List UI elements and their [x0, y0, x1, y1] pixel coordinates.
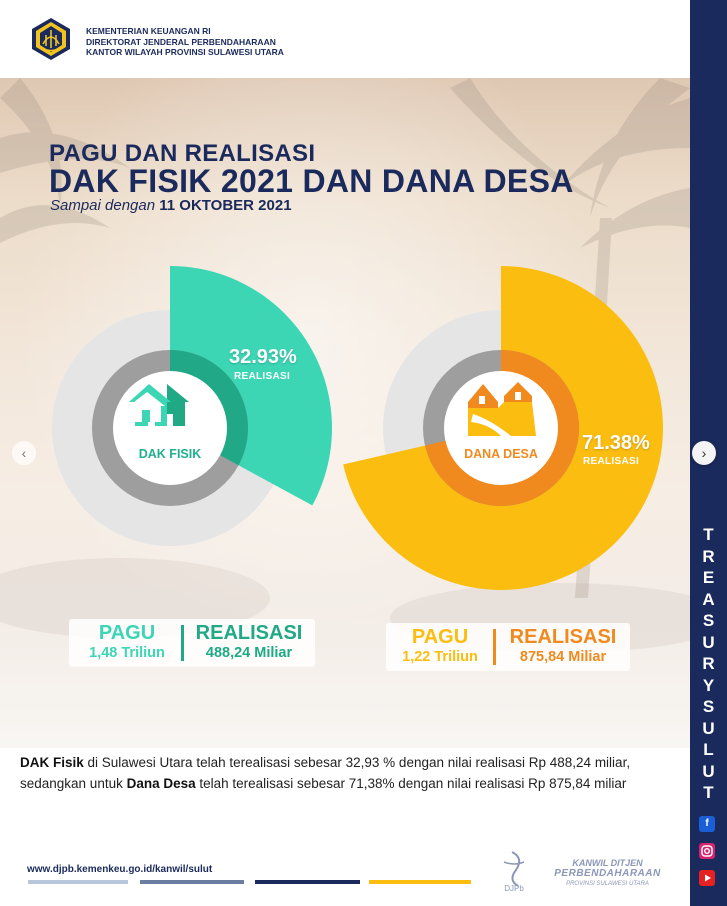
sidebar-letter: E	[702, 568, 715, 587]
dak-fisik-separator	[181, 625, 184, 661]
dana-desa-summary-box: PAGU 1,22 Triliun REALISASI 875,84 Milia…	[386, 623, 630, 671]
sidebar-letter: L	[703, 740, 714, 759]
dana-desa-center-label: DANA DESA	[464, 447, 538, 461]
footer-url[interactable]: www.djpb.kemenkeu.go.id/kanwil/sulut	[27, 864, 213, 875]
kanwil-line-3: PROVINSI SULAWESI UTARA	[566, 881, 649, 887]
djpb-label: DJPb	[504, 884, 524, 892]
kemenkeu-logo	[32, 18, 70, 60]
dak-fisik-percent-sublabel: REALISASI	[234, 371, 291, 382]
dak-fisik-summary-box: PAGU 1,48 Triliun REALISASI 488,24 Milia…	[69, 619, 315, 667]
org-line-2: DIREKTORAT JENDERAL PERBENDAHARAAN	[86, 36, 276, 47]
dak-fisik-realisasi-label: REALISASI	[195, 622, 303, 644]
chevron-left-icon[interactable]: ‹	[12, 441, 36, 465]
sidebar-letter: T	[703, 783, 714, 802]
dak-fisik-pagu-label: PAGU	[98, 622, 156, 644]
sidebar-letter: S	[702, 611, 715, 630]
subtitle: Sampai dengan 11 OKTOBER 2021	[50, 197, 292, 214]
dak-fisik-chart	[52, 266, 332, 546]
footer-bar-2	[140, 880, 244, 884]
dana-desa-percent-label: 71.38%	[582, 432, 650, 454]
footer-bar-3	[255, 880, 360, 884]
dak-fisik-percent-label: 32.93%	[229, 346, 297, 368]
facebook-icon[interactable]: f	[699, 816, 715, 832]
org-name: KEMENTERIAN KEUANGAN RI DIREKTORAT JENDE…	[86, 26, 284, 58]
house-icon	[129, 384, 189, 426]
footer-bar-1	[28, 880, 128, 884]
sidebar-letter: U	[702, 718, 715, 738]
sidebar-letter: U	[702, 761, 715, 781]
chart-canvas	[52, 266, 663, 590]
dak-fisik-realisasi-value: 488,24 Miliar	[205, 645, 293, 661]
title-line-1: PAGU DAN REALISASI	[49, 140, 316, 167]
header: KEMENTERIAN KEUANGAN RI DIREKTORAT JENDE…	[0, 0, 690, 78]
subtitle-date: 11 OKTOBER 2021	[159, 197, 292, 214]
sidebar-letter: T	[703, 525, 714, 544]
dana-desa-separator	[493, 629, 496, 665]
dana-desa-pagu-value: 1,22 Triliun	[402, 649, 478, 665]
kanwil-line-1: KANWIL DITJEN	[572, 858, 643, 868]
dana-desa-pagu-label: PAGU	[411, 626, 469, 648]
description: DAK Fisik di Sulawesi Utara telah tereal…	[20, 752, 685, 794]
org-line-1: KEMENTERIAN KEUANGAN RI	[86, 26, 211, 36]
org-line-3: KANTOR WILAYAH PROVINSI SULAWESI UTARA	[86, 47, 284, 57]
sidebar-letter: A	[702, 589, 715, 609]
youtube-icon[interactable]	[699, 870, 715, 886]
sidebar-letter: R	[702, 654, 715, 673]
village-icon	[468, 382, 536, 436]
footer-bar-4	[369, 880, 471, 884]
dana-desa-chart	[343, 266, 663, 590]
sidebar-word-sulut: S U L U T	[690, 696, 727, 804]
instagram-icon[interactable]	[699, 843, 715, 859]
description-dak-fisik: DAK Fisik	[20, 755, 84, 770]
chevron-right-icon[interactable]: ›	[692, 441, 716, 465]
description-text-2: telah terealisasi sebesar 71,38% dengan …	[195, 776, 627, 791]
dak-fisik-pagu-value: 1,48 Triliun	[89, 645, 165, 661]
sidebar-letter: S	[702, 697, 715, 716]
dana-desa-percent-sublabel: REALISASI	[583, 456, 640, 467]
djpb-logo: DJPb	[503, 851, 524, 892]
description-text-1: di Sulawesi Utara telah terealisasi sebe…	[20, 755, 631, 791]
dak-fisik-center-label: DAK FISIK	[138, 447, 202, 461]
subtitle-prefix: Sampai dengan	[50, 197, 156, 214]
dana-desa-realisasi-label: REALISASI	[509, 626, 617, 648]
description-dana-desa: Dana Desa	[126, 776, 196, 791]
title-line-2: DAK FISIK 2021 DAN DANA DESA	[49, 163, 574, 199]
kanwil-line-2: PERBENDAHARAAN	[554, 868, 661, 879]
sidebar-letter: U	[702, 632, 715, 652]
dana-desa-realisasi-value: 875,84 Miliar	[519, 649, 607, 665]
sidebar-word-treasury: T R E A S U R Y	[690, 524, 727, 696]
kanwil-logo: KANWIL DITJEN PERBENDAHARAAN PROVINSI SU…	[545, 858, 670, 888]
sidebar-letter: Y	[702, 675, 715, 695]
sidebar-letter: R	[702, 546, 715, 566]
